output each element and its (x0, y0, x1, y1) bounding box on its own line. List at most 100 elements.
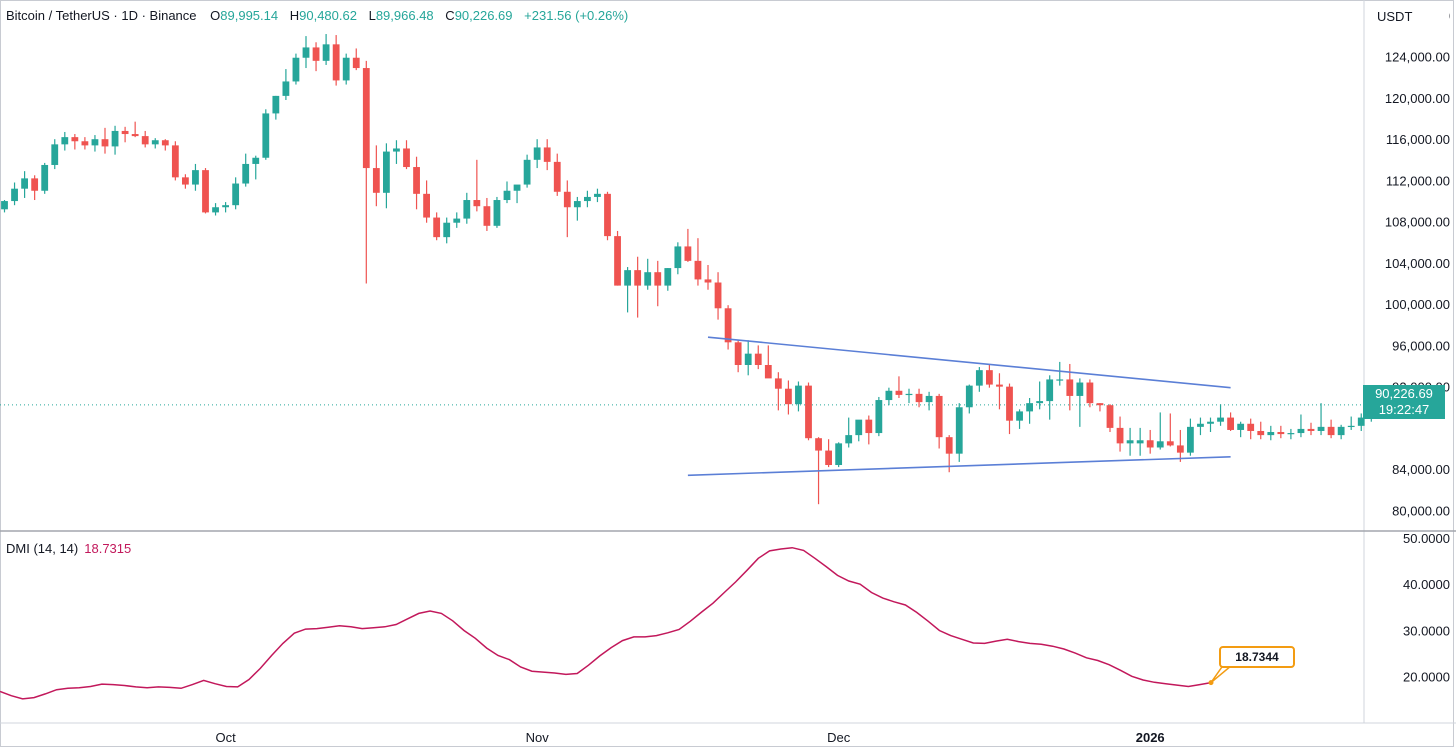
candle[interactable] (1237, 421, 1245, 438)
candle[interactable] (252, 155, 260, 180)
candle[interactable] (885, 387, 893, 406)
candle[interactable] (1307, 422, 1315, 436)
candle[interactable] (795, 381, 802, 412)
currency-label[interactable]: USDT (1367, 6, 1449, 28)
candle[interactable] (503, 181, 511, 204)
candle[interactable] (1357, 413, 1365, 431)
candle[interactable] (1156, 412, 1164, 450)
candle[interactable] (684, 228, 692, 262)
candle[interactable] (785, 380, 792, 415)
candle[interactable] (352, 48, 360, 71)
candle[interactable] (423, 180, 430, 223)
candle[interactable] (222, 202, 229, 213)
candle[interactable] (41, 162, 49, 194)
candle[interactable] (322, 34, 330, 65)
candle[interactable] (1277, 425, 1285, 439)
candle[interactable] (915, 388, 923, 408)
candle[interactable] (111, 125, 119, 155)
candle[interactable] (1, 200, 8, 213)
candle[interactable] (383, 143, 390, 209)
candle[interactable] (533, 139, 541, 169)
candle[interactable] (1046, 375, 1054, 420)
trendline-upper-resistance[interactable] (707, 336, 1231, 389)
candle[interactable] (11, 182, 18, 206)
candle[interactable] (1347, 416, 1355, 430)
candle[interactable] (935, 393, 943, 449)
candle[interactable] (483, 197, 491, 231)
candle[interactable] (171, 141, 179, 181)
candle[interactable] (1136, 427, 1144, 456)
candle[interactable] (232, 177, 240, 210)
candle[interactable] (212, 203, 219, 216)
candle[interactable] (965, 384, 973, 414)
candle[interactable] (161, 139, 169, 151)
candle[interactable] (1287, 428, 1295, 440)
candle[interactable] (614, 230, 621, 286)
candle[interactable] (855, 419, 863, 442)
candle[interactable] (845, 417, 853, 448)
candle[interactable] (1317, 403, 1325, 436)
candle[interactable] (403, 140, 410, 170)
candle[interactable] (744, 340, 752, 376)
candle[interactable] (81, 137, 89, 150)
candle[interactable] (202, 168, 209, 214)
candle[interactable] (694, 238, 702, 286)
candle[interactable] (192, 163, 199, 191)
candle[interactable] (1096, 403, 1104, 412)
candle[interactable] (1126, 427, 1134, 456)
candle[interactable] (21, 171, 28, 198)
dmi-adx-line[interactable] (0, 546, 1212, 700)
candle[interactable] (463, 192, 471, 224)
candle[interactable] (996, 373, 1003, 410)
candle[interactable] (604, 191, 611, 241)
candle[interactable] (925, 391, 933, 411)
candle[interactable] (563, 180, 571, 238)
candle[interactable] (543, 139, 551, 171)
candle[interactable] (523, 154, 531, 188)
candle[interactable] (975, 367, 983, 392)
candle[interactable] (413, 156, 420, 210)
candle[interactable] (393, 140, 400, 164)
candle[interactable] (101, 127, 109, 154)
candle[interactable] (1207, 417, 1214, 433)
candle[interactable] (1217, 404, 1224, 426)
candle[interactable] (302, 36, 310, 69)
candle[interactable] (835, 442, 843, 468)
candle[interactable] (664, 268, 672, 291)
candle[interactable] (986, 364, 993, 388)
trendline-lower-support[interactable] (687, 455, 1231, 477)
candle[interactable] (624, 267, 631, 313)
candle[interactable] (634, 256, 642, 318)
candle[interactable] (805, 382, 812, 441)
candle[interactable] (584, 190, 591, 208)
candle[interactable] (312, 42, 320, 72)
candle[interactable] (1257, 421, 1265, 440)
candle[interactable] (1106, 404, 1114, 433)
candle[interactable] (1116, 416, 1124, 452)
candle[interactable] (774, 372, 782, 411)
candle[interactable] (262, 109, 270, 160)
candle[interactable] (714, 272, 722, 320)
candle[interactable] (1006, 383, 1013, 435)
candle[interactable] (764, 345, 772, 379)
candle[interactable] (71, 134, 79, 150)
candle[interactable] (1267, 425, 1275, 441)
candle[interactable] (151, 138, 159, 149)
candle[interactable] (141, 130, 149, 148)
candle[interactable] (1337, 424, 1345, 440)
candle[interactable] (1176, 429, 1184, 462)
candle[interactable] (513, 184, 521, 204)
symbol-title[interactable]: Bitcoin / TetherUS · 1D · Binance (6, 8, 197, 23)
candle[interactable] (453, 212, 461, 228)
candle[interactable] (1187, 418, 1194, 456)
candle[interactable] (865, 415, 873, 445)
candle[interactable] (91, 135, 99, 152)
candle[interactable] (1026, 397, 1033, 424)
candle[interactable] (734, 340, 742, 373)
candle[interactable] (674, 242, 682, 275)
candle[interactable] (443, 217, 451, 244)
candle[interactable] (1066, 363, 1074, 411)
candle[interactable] (1197, 417, 1204, 436)
candle[interactable] (875, 396, 883, 437)
